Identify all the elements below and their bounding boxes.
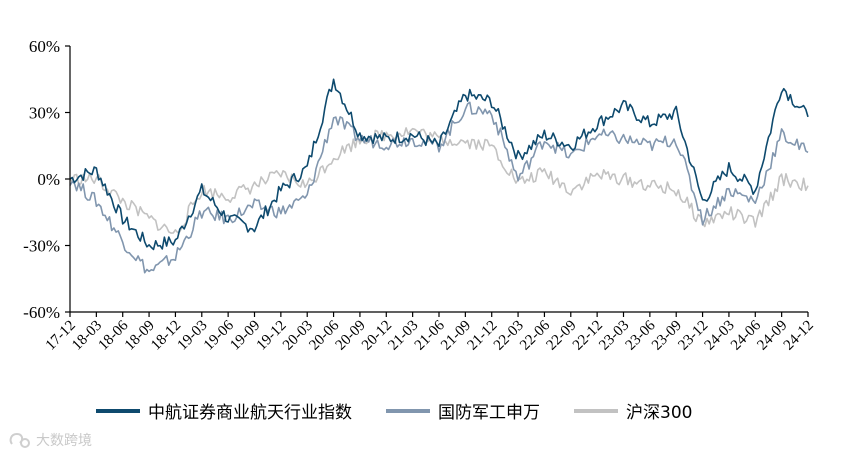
x-tick-label: 22-09 [544, 318, 580, 354]
line-chart: 60%30%0%-30%-60%17-1218-0318-0618-0918-1… [23, 37, 817, 354]
series-line-1 [69, 78, 809, 251]
series-line-3 [69, 127, 809, 234]
watermark-text: 大数跨境 [36, 433, 92, 449]
x-tick-label: 19-03 [175, 318, 211, 354]
x-tick-label: 23-12 [675, 318, 711, 354]
legend-item-series-3: 沪深300 [574, 398, 692, 423]
y-tick-label: -60% [23, 303, 60, 322]
legend-swatch-series-2 [386, 408, 430, 413]
x-tick-label: 22-12 [570, 318, 606, 354]
x-tick-label: 20-03 [280, 318, 316, 354]
x-tick-label: 21-12 [464, 318, 500, 354]
watermark-logo-icon [9, 433, 30, 448]
series-layer [69, 78, 809, 274]
legend-swatch-series-3 [574, 408, 618, 413]
x-tick-label: 23-03 [596, 318, 632, 354]
y-tick-label: 30% [29, 104, 60, 123]
y-tick-label: 60% [29, 37, 60, 56]
x-tick-label: 21-03 [385, 318, 421, 354]
x-tick-label: 18-09 [122, 318, 158, 354]
axis-layer: 60%30%0%-30%-60%17-1218-0318-0618-0918-1… [23, 37, 817, 354]
legend-label-series-2: 国防军工申万 [438, 403, 540, 423]
legend-item-series-2: 国防军工申万 [386, 398, 540, 423]
x-tick-label: 24-03 [702, 318, 738, 354]
y-tick-label: -30% [23, 237, 60, 256]
x-tick-label: 20-09 [333, 318, 369, 354]
legend-swatch-series-1 [96, 408, 140, 413]
x-tick-label: 19-09 [227, 318, 263, 354]
x-tick-label: 23-09 [649, 318, 685, 354]
legend-label-series-1: 中航证券商业航天行业指数 [148, 403, 352, 423]
y-tick-label: 0% [37, 170, 60, 189]
watermark: 大数跨境 [8, 430, 92, 450]
x-tick-label: 24-09 [754, 318, 790, 354]
legend: 中航证券商业航天行业指数 国防军工申万 沪深300 [96, 398, 726, 423]
legend-label-series-3: 沪深300 [626, 403, 693, 423]
x-tick-label: 18-03 [69, 318, 105, 354]
x-tick-label: 24-12 [781, 318, 817, 354]
legend-item-series-1: 中航证券商业航天行业指数 [96, 398, 352, 423]
x-tick-label: 21-09 [438, 318, 474, 354]
x-tick-label: 19-12 [254, 318, 290, 354]
x-tick-label: 17-12 [43, 318, 79, 354]
x-tick-label: 22-03 [491, 318, 527, 354]
x-tick-label: 20-12 [359, 318, 395, 354]
series-line-2 [69, 101, 809, 274]
x-tick-label: 18-12 [148, 318, 184, 354]
